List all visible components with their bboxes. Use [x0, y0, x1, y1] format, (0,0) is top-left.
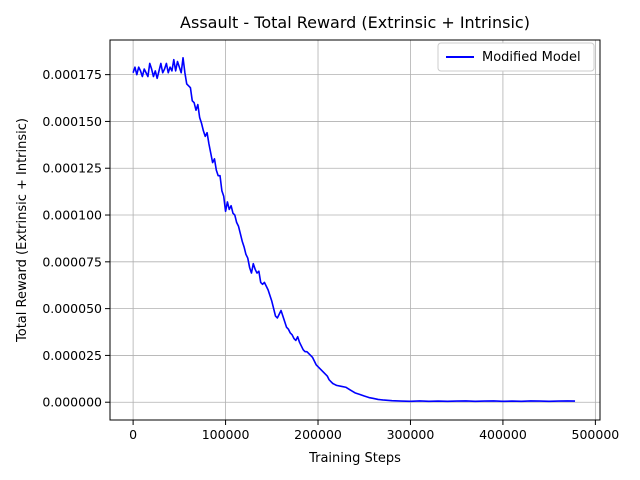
- grid: [110, 40, 600, 420]
- y-tick-label: 0.000050: [42, 301, 102, 316]
- plot-frame: [109, 39, 601, 421]
- x-tick-label: 300000: [387, 427, 435, 442]
- legend-box: [437, 42, 595, 72]
- x-tick-label: 400000: [479, 427, 527, 442]
- x-tick-label: 100000: [202, 427, 250, 442]
- x-tick-label: 500000: [572, 427, 620, 442]
- y-tick-label: 0.000175: [42, 67, 102, 82]
- x-axis-label: Training Steps: [308, 451, 401, 466]
- legend-label: Modified Model: [482, 50, 581, 65]
- y-tick-label: 0.000125: [42, 161, 102, 176]
- y-tick-label: 0.000150: [42, 114, 102, 129]
- y-tick-label: 0.000100: [42, 208, 102, 223]
- legend: Modified Model: [437, 42, 595, 72]
- series-layer: [132, 56, 576, 403]
- chart-title: Assault - Total Reward (Extrinsic + Intr…: [180, 13, 530, 32]
- x-tick-label: 0: [129, 427, 137, 442]
- ticks: 0 100000 200000 300000 400000 500000 0.000000 0…: [42, 67, 619, 442]
- y-tick-label: 0.000000: [42, 395, 102, 410]
- y-tick-label: 0.000075: [42, 254, 102, 269]
- y-axis-label: Total Reward (Extrinsic + Intrinsic): [15, 118, 30, 343]
- x-tick-label: 200000: [294, 427, 342, 442]
- series-line-modified-model: [132, 56, 576, 403]
- y-tick-label: 0.000025: [42, 348, 102, 363]
